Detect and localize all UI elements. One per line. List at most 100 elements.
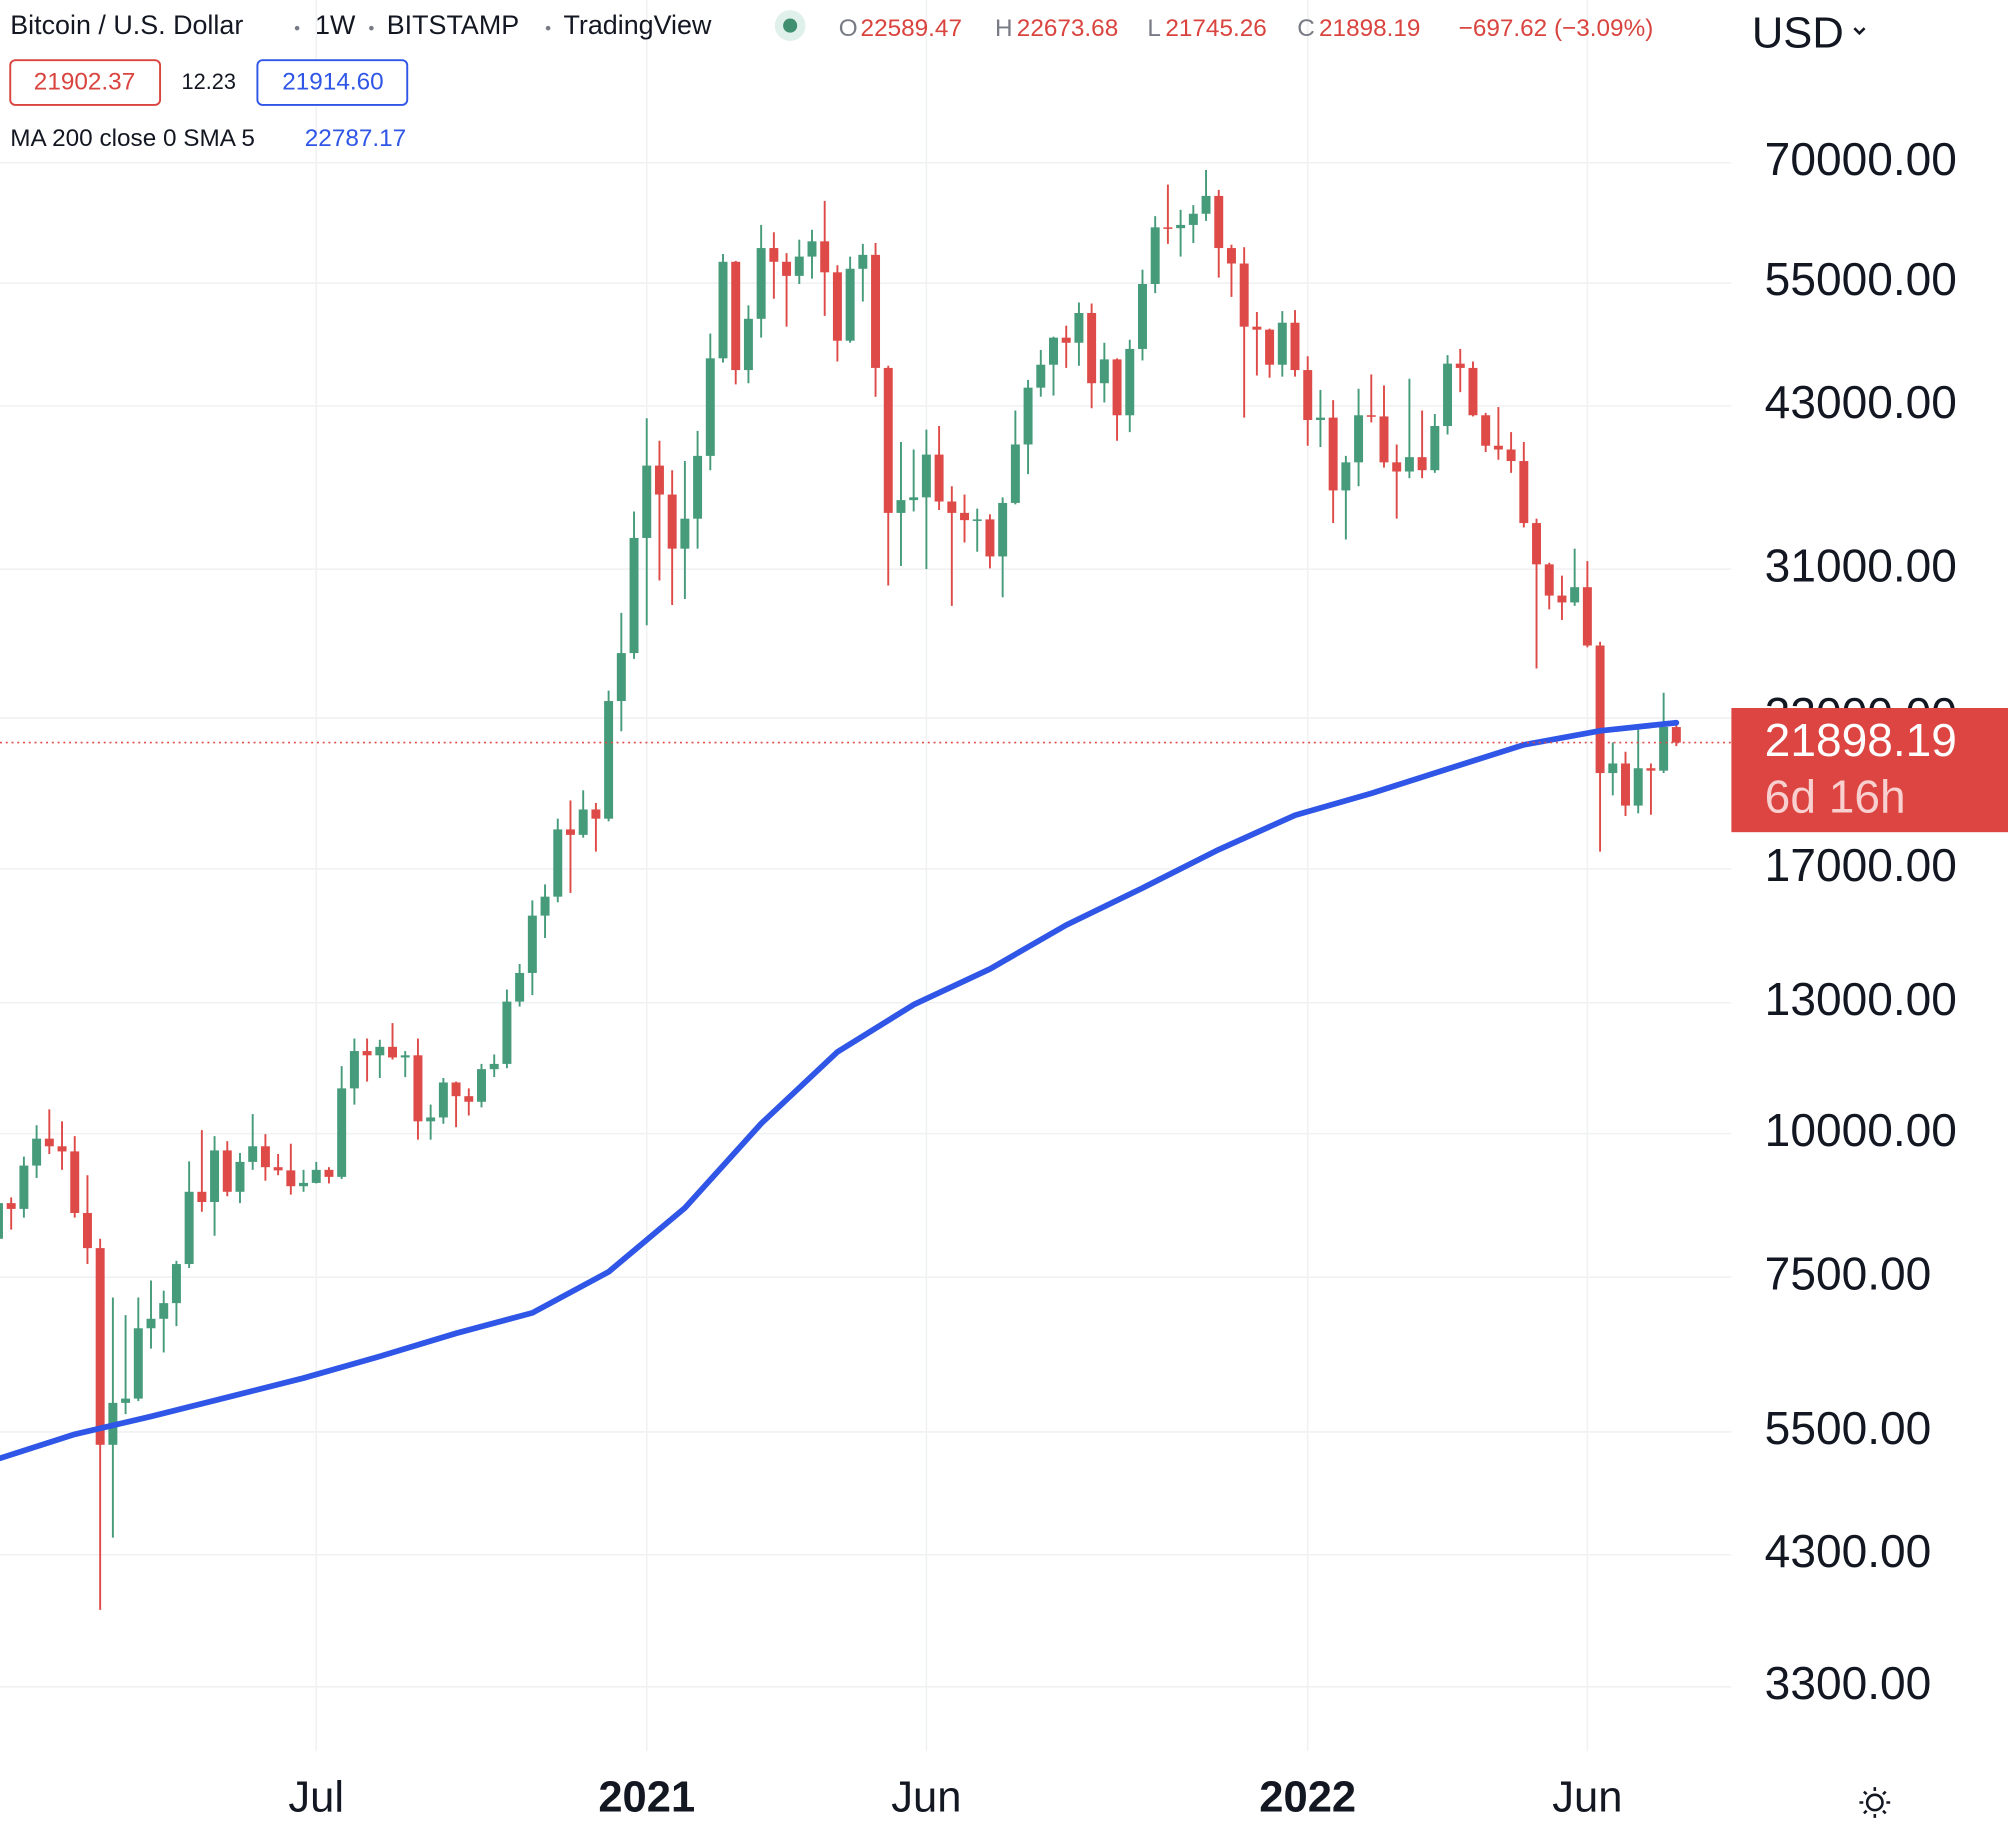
candle-body <box>807 241 817 257</box>
low-value: 21745.26 <box>1165 15 1266 42</box>
candle-body <box>1443 363 1453 427</box>
candle-body <box>464 1096 474 1102</box>
candle-body <box>1023 387 1033 445</box>
candle-body <box>1112 359 1122 416</box>
candle-body <box>565 829 575 835</box>
candle-body <box>1646 768 1656 771</box>
y-tick-label: 13000.00 <box>1765 973 1957 1025</box>
settings-rays <box>1859 1787 1891 1818</box>
source: TradingView <box>563 10 712 40</box>
candle-body <box>184 1191 194 1265</box>
candle-body <box>1354 415 1364 463</box>
separator <box>545 25 551 31</box>
candle-body <box>1379 416 1389 463</box>
candle-body <box>629 537 639 654</box>
candle-body <box>642 465 652 538</box>
candle-body <box>845 268 855 341</box>
x-tick-label: Jun <box>1552 1773 1622 1821</box>
candle-body <box>171 1264 181 1304</box>
countdown: 6d 16h <box>1765 770 1906 822</box>
candle-body <box>299 1182 309 1187</box>
y-tick-label: 7500.00 <box>1765 1247 1932 1299</box>
candle-body <box>1315 417 1325 421</box>
candle-body <box>934 454 944 502</box>
candle-body <box>82 1212 92 1249</box>
candle-body <box>1468 367 1478 416</box>
candle-body <box>1557 595 1567 603</box>
candle-body <box>70 1151 80 1213</box>
candle-body <box>1659 726 1669 771</box>
open-value: 22589.47 <box>861 15 962 42</box>
candle-body <box>1188 213 1198 225</box>
candle-body <box>540 896 550 916</box>
candle-body <box>1214 195 1224 249</box>
close-value: 21898.19 <box>1319 15 1420 42</box>
candle-body <box>1519 461 1529 524</box>
y-tick-label: 4300.00 <box>1765 1525 1932 1577</box>
candle-body <box>159 1303 169 1319</box>
candle-body <box>6 1203 16 1209</box>
candle-body <box>1582 587 1592 646</box>
candle-body <box>832 272 842 341</box>
candle-body <box>1608 763 1618 774</box>
ask-box[interactable] <box>256 59 409 106</box>
candle-body <box>1036 364 1046 388</box>
price-axis: 70000.0055000.0043000.0031000.0023000.00… <box>288 133 2008 1821</box>
candle-body <box>985 519 995 557</box>
candle-body <box>1595 645 1605 774</box>
interval[interactable]: 1W <box>315 10 356 40</box>
candle-body <box>743 318 753 371</box>
low-letter: L <box>1147 15 1161 42</box>
candle-body <box>667 494 677 549</box>
candle-body <box>1087 312 1097 384</box>
candle-body <box>1239 263 1249 327</box>
candle-body <box>286 1170 296 1187</box>
candle-body <box>1493 445 1503 450</box>
candle-body <box>413 1055 423 1122</box>
candle-body <box>1150 227 1160 284</box>
candle-body <box>324 1169 334 1177</box>
candle-body <box>1404 457 1414 472</box>
status-dot <box>783 18 798 33</box>
candle-body <box>1366 415 1376 417</box>
candle-body <box>337 1088 347 1177</box>
candle-body <box>477 1069 486 1102</box>
candle-body <box>400 1055 410 1058</box>
candle-body <box>248 1146 258 1162</box>
candle-body <box>260 1146 270 1168</box>
candle-body <box>947 501 957 513</box>
x-tick-label: Jul <box>288 1773 344 1821</box>
candle-body <box>1201 195 1211 214</box>
candle-body <box>44 1138 54 1147</box>
currency-chevron[interactable] <box>1853 27 1866 36</box>
ask: 21914.60 <box>282 69 383 96</box>
bid-box[interactable] <box>9 59 162 106</box>
candle-body <box>121 1398 131 1403</box>
settings-icon[interactable] <box>1859 1787 1891 1818</box>
candle-body <box>1633 768 1643 806</box>
y-tick-label: 3300.00 <box>1765 1657 1932 1709</box>
candle-body <box>0 1203 3 1239</box>
y-tick-label: 10000.00 <box>1765 1104 1957 1156</box>
candle-body <box>1506 449 1516 462</box>
indicator-value: 22787.17 <box>305 125 406 152</box>
currency[interactable]: USD <box>1752 9 1844 57</box>
candle-body <box>693 455 703 519</box>
candle-body <box>146 1318 156 1329</box>
open-letter: O <box>839 15 858 42</box>
candle-body <box>1430 426 1440 471</box>
separator <box>294 25 300 31</box>
candle-body <box>1341 462 1351 491</box>
indicator-name[interactable]: MA 200 close 0 SMA 5 <box>10 125 255 152</box>
candle-body <box>1481 415 1491 446</box>
spread: 12.23 <box>182 69 236 94</box>
candle-body <box>1176 224 1186 229</box>
candle-body <box>1074 312 1084 343</box>
candle-body <box>527 915 537 973</box>
candle-body <box>222 1150 232 1192</box>
candle-body <box>578 809 588 835</box>
candle-body <box>375 1046 385 1056</box>
plot-area <box>0 169 1732 1610</box>
